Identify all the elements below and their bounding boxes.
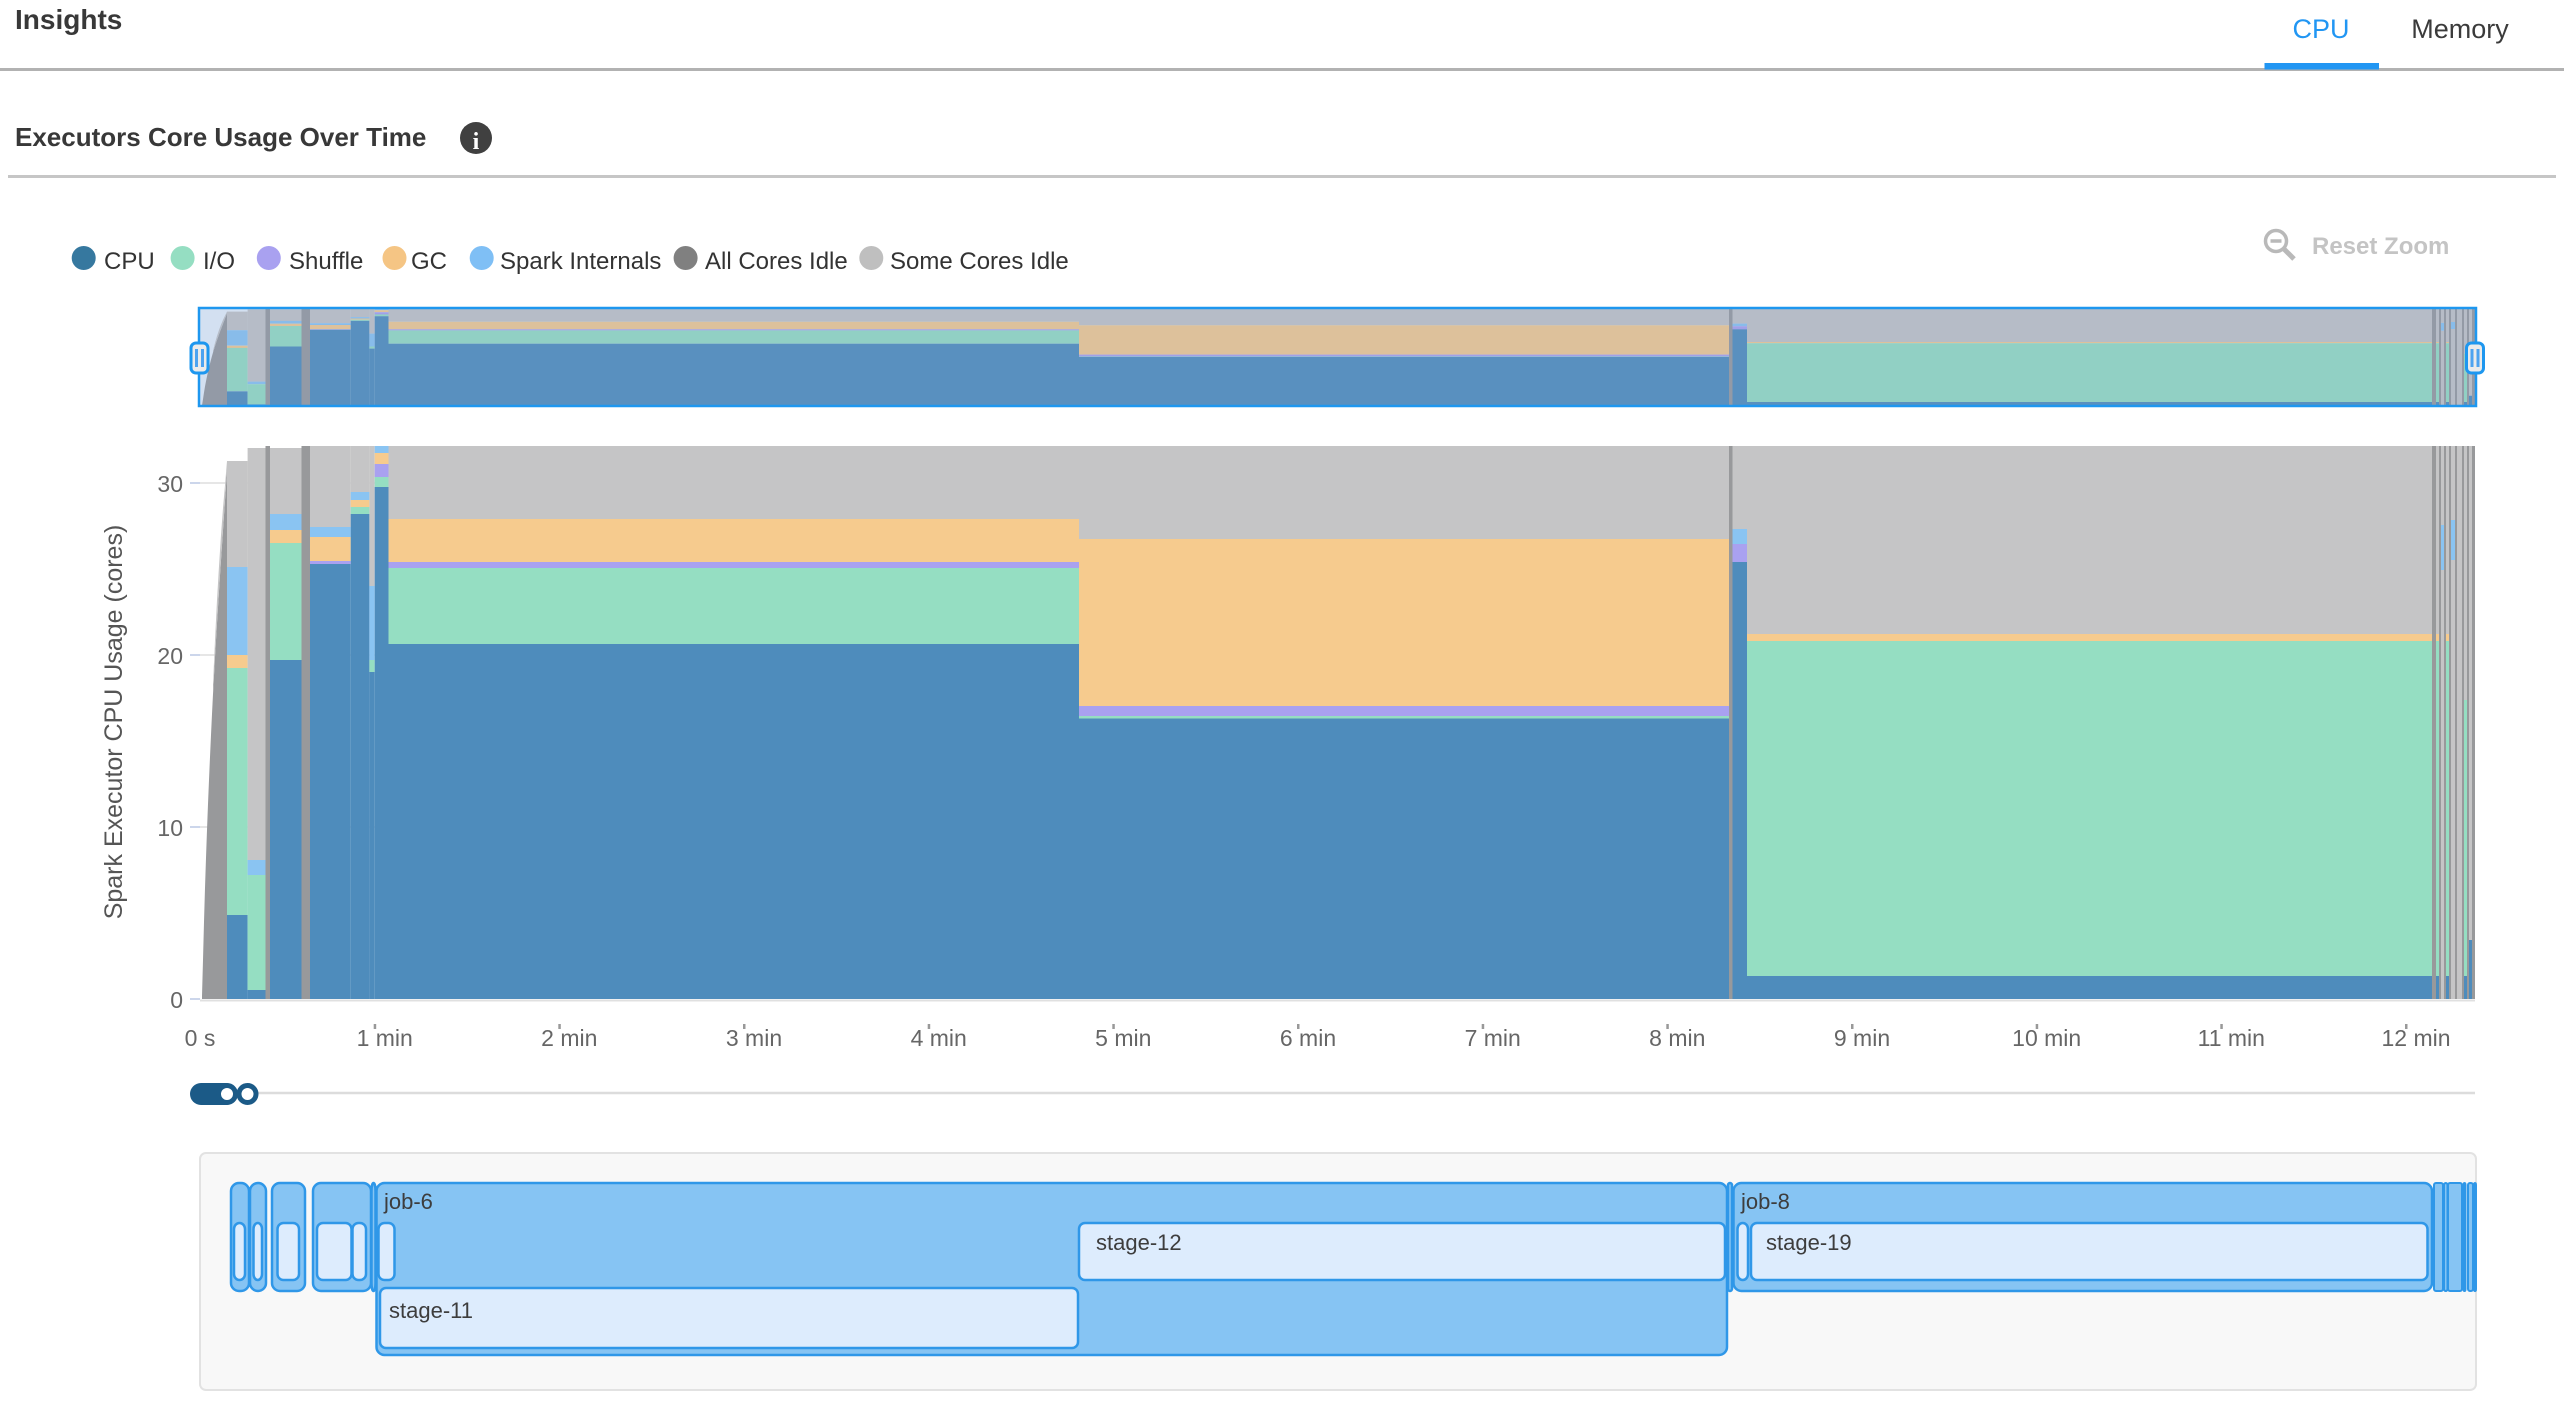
svg-text:Reset Zoom: Reset Zoom <box>2312 233 2449 260</box>
svg-text:30: 30 <box>157 471 183 497</box>
svg-text:i: i <box>473 129 480 155</box>
svg-text:job-6: job-6 <box>383 1189 433 1214</box>
svg-text:Shuffle: Shuffle <box>289 248 363 275</box>
svg-text:6 min: 6 min <box>1280 1025 1336 1051</box>
svg-text:11 min: 11 min <box>2198 1025 2265 1051</box>
svg-text:4 min: 4 min <box>911 1025 967 1051</box>
svg-text:Insights: Insights <box>15 4 122 35</box>
svg-text:5 min: 5 min <box>1095 1025 1151 1051</box>
svg-text:stage-19: stage-19 <box>1766 1230 1852 1255</box>
svg-text:1 min: 1 min <box>357 1025 413 1051</box>
svg-text:CPU: CPU <box>104 248 155 275</box>
svg-text:0: 0 <box>170 987 183 1013</box>
svg-text:CPU: CPU <box>2292 14 2349 44</box>
svg-text:Spark Internals: Spark Internals <box>500 248 661 275</box>
svg-text:All Cores Idle: All Cores Idle <box>705 248 848 275</box>
svg-text:job-8: job-8 <box>1740 1189 1790 1214</box>
svg-text:Memory: Memory <box>2411 14 2509 44</box>
svg-text:GC: GC <box>411 248 447 275</box>
svg-text:Executors Core Usage Over Time: Executors Core Usage Over Time <box>15 122 426 152</box>
svg-text:8 min: 8 min <box>1649 1025 1705 1051</box>
svg-text:20: 20 <box>157 643 183 669</box>
svg-text:stage-11: stage-11 <box>389 1298 473 1323</box>
svg-text:0 s: 0 s <box>185 1025 216 1051</box>
svg-text:stage-12: stage-12 <box>1096 1230 1182 1255</box>
svg-text:10: 10 <box>157 815 183 841</box>
svg-text:7 min: 7 min <box>1465 1025 1521 1051</box>
svg-text:12 min: 12 min <box>2381 1025 2450 1051</box>
svg-text:Some Cores Idle: Some Cores Idle <box>890 248 1069 275</box>
svg-text:Spark Executor CPU Usage (core: Spark Executor CPU Usage (cores) <box>100 525 128 920</box>
svg-text:9 min: 9 min <box>1834 1025 1890 1051</box>
svg-text:2 min: 2 min <box>541 1025 597 1051</box>
svg-text:3 min: 3 min <box>726 1025 782 1051</box>
svg-text:I/O: I/O <box>203 248 235 275</box>
svg-text:10 min: 10 min <box>2012 1025 2081 1051</box>
